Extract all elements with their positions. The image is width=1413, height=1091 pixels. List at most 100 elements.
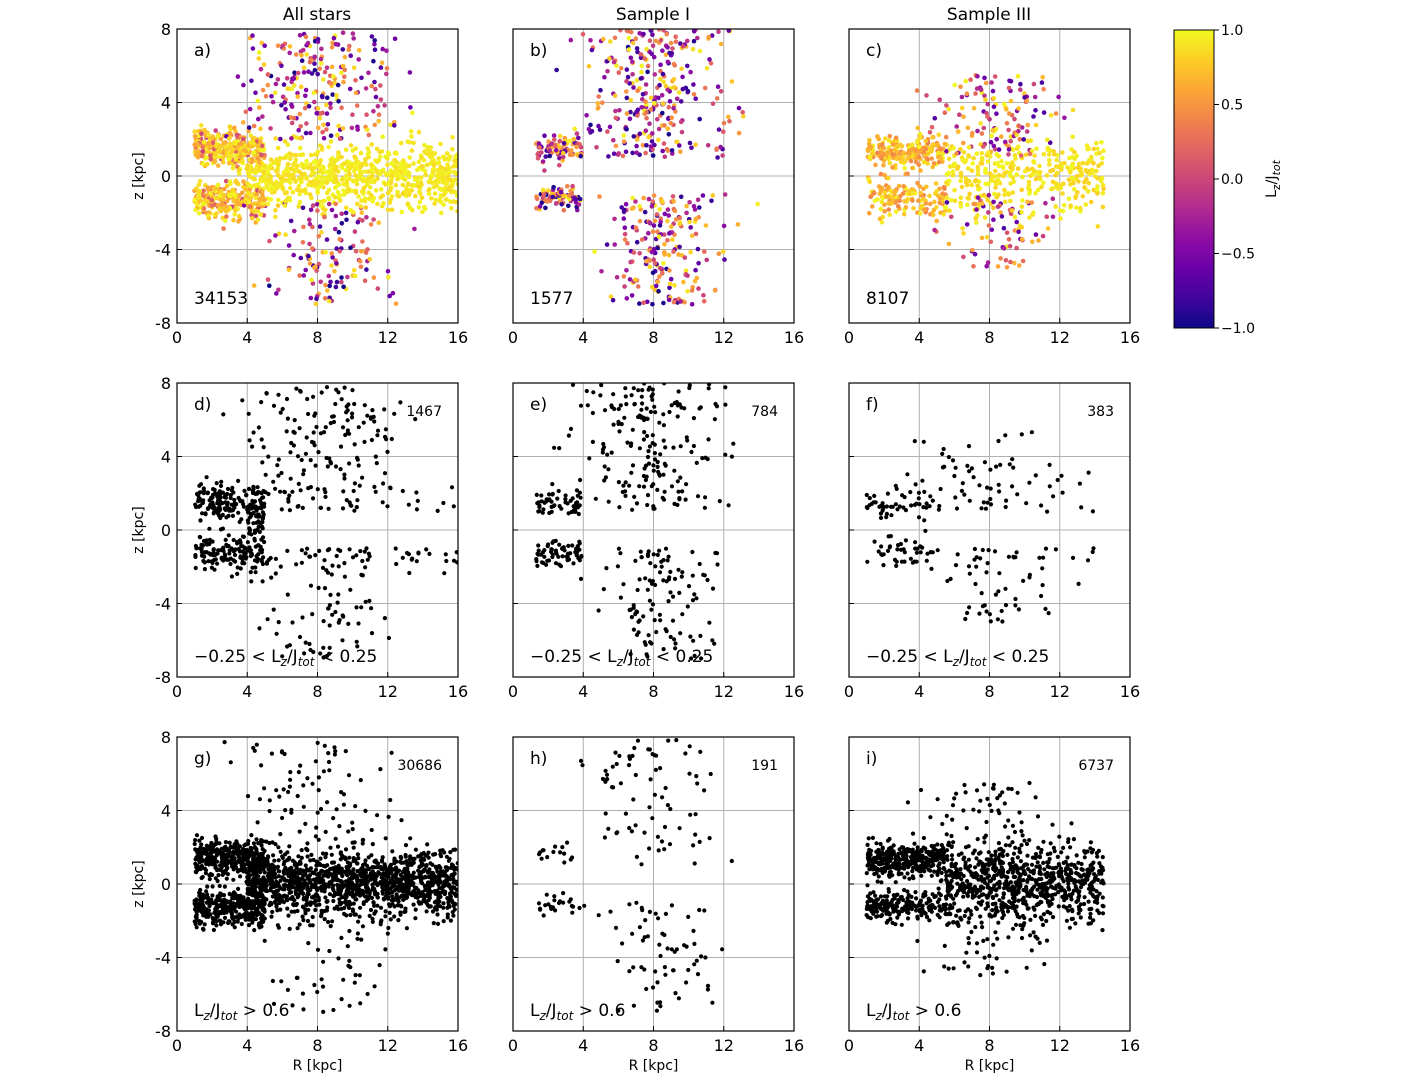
data-point — [643, 576, 648, 581]
data-point — [872, 539, 877, 544]
data-point — [336, 390, 341, 395]
data-point — [1078, 205, 1083, 211]
data-point — [246, 125, 252, 130]
data-point — [650, 43, 656, 48]
data-point — [1100, 191, 1106, 196]
data-point — [282, 100, 288, 105]
data-point — [916, 496, 921, 501]
data-point — [223, 178, 229, 184]
data-point — [953, 465, 958, 470]
data-point — [642, 466, 647, 471]
data-point — [557, 446, 562, 451]
data-point — [409, 188, 415, 193]
data-point — [997, 172, 1002, 178]
data-point — [339, 275, 344, 280]
data-point — [638, 549, 643, 554]
data-point — [673, 646, 678, 651]
data-point — [295, 94, 301, 99]
data-point — [297, 152, 303, 158]
data-point — [301, 468, 306, 473]
data-point — [1019, 125, 1025, 130]
data-point — [864, 492, 869, 498]
panel-f-grid — [849, 383, 1130, 677]
data-point — [303, 451, 308, 456]
data-point — [372, 419, 377, 424]
data-point — [641, 473, 647, 479]
data-point — [390, 290, 396, 296]
data-point — [952, 187, 957, 193]
data-point — [615, 564, 621, 569]
x-tick-label: 12 — [714, 328, 734, 347]
data-point — [327, 645, 332, 650]
data-point — [220, 512, 225, 518]
data-point — [1086, 470, 1091, 475]
data-point — [252, 530, 258, 535]
data-point — [271, 479, 276, 484]
data-point — [905, 171, 910, 176]
data-point — [296, 481, 301, 486]
data-point — [291, 443, 296, 448]
data-point — [322, 586, 328, 591]
data-point — [665, 45, 670, 50]
data-point — [544, 562, 549, 567]
data-point — [251, 176, 256, 182]
data-point — [225, 486, 231, 492]
data-point — [356, 57, 362, 62]
data-point — [208, 552, 213, 557]
data-point — [685, 63, 690, 69]
data-point — [644, 46, 649, 52]
data-point — [980, 547, 985, 553]
condition-part: tot — [970, 655, 988, 669]
data-point — [333, 201, 339, 207]
data-point — [1039, 80, 1045, 85]
data-point — [914, 139, 920, 144]
data-point — [903, 508, 909, 513]
data-point — [1090, 509, 1095, 514]
data-point — [1008, 98, 1014, 104]
data-point — [973, 177, 979, 183]
data-point — [308, 207, 314, 213]
x-tick-label: 8 — [984, 328, 994, 347]
data-point — [319, 46, 324, 52]
data-point — [298, 84, 304, 90]
data-point — [285, 162, 291, 167]
data-point — [365, 413, 370, 418]
data-point — [908, 556, 914, 561]
data-point — [306, 182, 311, 188]
data-point — [639, 394, 644, 399]
data-point — [324, 180, 330, 185]
data-point — [608, 39, 613, 44]
data-point — [275, 203, 281, 208]
x-tick-label: 8 — [984, 682, 994, 701]
data-point — [247, 531, 252, 536]
data-point — [662, 489, 667, 494]
data-point — [323, 282, 328, 288]
data-point — [210, 500, 215, 505]
data-point — [653, 38, 659, 44]
data-point — [1056, 94, 1061, 100]
y-tick-label: -8 — [155, 668, 171, 687]
data-point — [710, 101, 716, 106]
data-point — [309, 277, 314, 283]
data-point — [1058, 216, 1063, 221]
data-point — [211, 186, 217, 192]
data-point — [305, 396, 310, 402]
data-point — [299, 172, 305, 177]
data-point — [299, 179, 304, 185]
data-point — [201, 193, 206, 199]
data-point — [621, 582, 626, 587]
data-point — [566, 433, 572, 438]
data-point — [218, 548, 223, 553]
data-point — [1043, 606, 1048, 612]
data-point — [1082, 185, 1087, 190]
data-point — [641, 300, 646, 306]
data-point — [358, 549, 363, 554]
data-point — [305, 40, 311, 46]
data-point — [300, 205, 306, 211]
data-point — [631, 603, 636, 608]
data-point — [1086, 180, 1092, 186]
data-point — [697, 205, 702, 210]
data-point — [912, 439, 917, 444]
data-point — [1068, 169, 1073, 175]
data-point — [1065, 165, 1070, 170]
